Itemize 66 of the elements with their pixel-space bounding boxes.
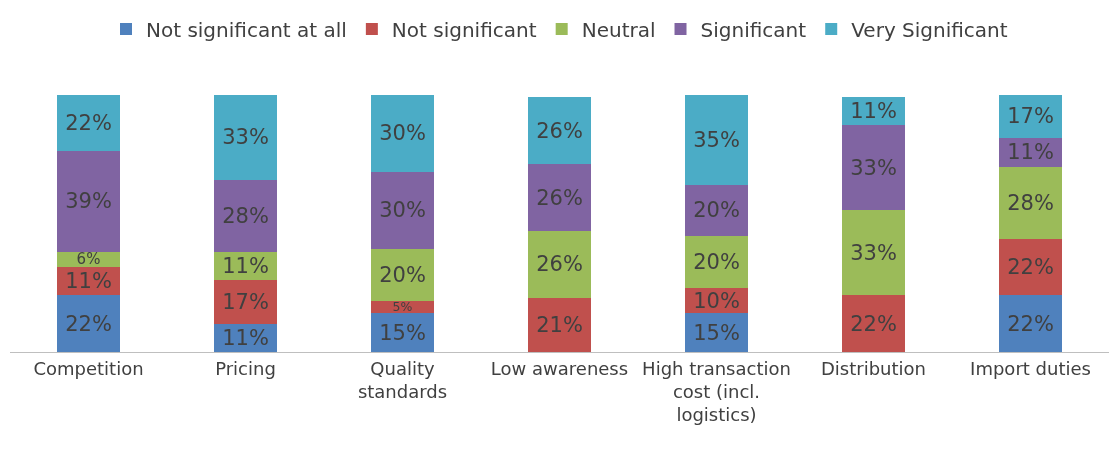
data-label: 33% <box>222 125 269 150</box>
x-tick-label: Low awareness <box>490 357 629 379</box>
bar <box>842 210 905 296</box>
data-label: 28% <box>222 203 269 228</box>
data-label: 33% <box>850 155 897 180</box>
bar <box>214 179 277 252</box>
data-label: 26% <box>536 185 583 210</box>
legend-label: Very Significant <box>851 17 1008 42</box>
x-tick-label: Import duties <box>970 357 1091 379</box>
bar <box>528 164 591 231</box>
data-label: 20% <box>693 198 740 223</box>
data-label: 11% <box>850 99 897 124</box>
data-label: 6% <box>76 250 101 269</box>
bar <box>842 125 905 211</box>
x-tick-label: Pricing <box>215 357 276 379</box>
bar <box>214 94 277 180</box>
legend-label: Not significant <box>391 17 537 42</box>
data-label: 26% <box>536 118 583 143</box>
data-label: 22% <box>1007 311 1054 336</box>
x-tick-label: Quality standards <box>357 357 448 402</box>
bar <box>371 249 434 301</box>
x-tick-label: Distribution <box>820 357 927 379</box>
data-label: 35% <box>693 127 740 152</box>
bar <box>371 171 434 250</box>
bar <box>57 94 120 152</box>
data-label: 33% <box>850 240 897 265</box>
data-label: 22% <box>850 311 897 336</box>
data-label: 15% <box>693 320 740 345</box>
data-label: 20% <box>379 262 426 287</box>
bar <box>214 279 277 324</box>
data-label: 30% <box>379 121 426 146</box>
x-tick-label: High transaction cost (incl. logistics) <box>642 357 791 426</box>
data-label: 22% <box>65 110 112 135</box>
legend-label: Not significant at all <box>146 17 347 42</box>
bar <box>999 238 1062 296</box>
data-label: 5% <box>392 299 413 315</box>
data-label: 39% <box>65 189 112 214</box>
data-label: 11% <box>65 269 112 294</box>
data-label: 11% <box>222 325 269 350</box>
bar <box>842 295 905 352</box>
bar <box>528 231 591 298</box>
bar <box>57 295 120 352</box>
x-tick-label: Competition <box>33 357 144 379</box>
data-label: 21% <box>536 312 583 337</box>
data-label: 17% <box>222 289 269 314</box>
legend-label: Significant <box>700 17 807 42</box>
bar <box>57 151 120 252</box>
bar <box>528 297 591 352</box>
data-label: 11% <box>222 253 269 278</box>
data-label: 22% <box>65 311 112 336</box>
data-label: 30% <box>379 198 426 223</box>
bar <box>685 94 748 185</box>
bar <box>999 295 1062 352</box>
data-label: 10% <box>693 288 740 313</box>
data-label: 17% <box>1007 104 1054 129</box>
data-label: 20% <box>693 249 740 274</box>
legend-label: Neutral <box>581 17 656 42</box>
data-label: 15% <box>379 320 426 345</box>
data-label: 28% <box>1007 190 1054 215</box>
bar <box>528 97 591 165</box>
data-label: 22% <box>1007 255 1054 280</box>
data-label: 11% <box>1007 140 1054 165</box>
bar <box>371 94 434 172</box>
bar <box>999 166 1062 239</box>
data-label: 26% <box>536 252 583 277</box>
bar <box>685 236 748 288</box>
